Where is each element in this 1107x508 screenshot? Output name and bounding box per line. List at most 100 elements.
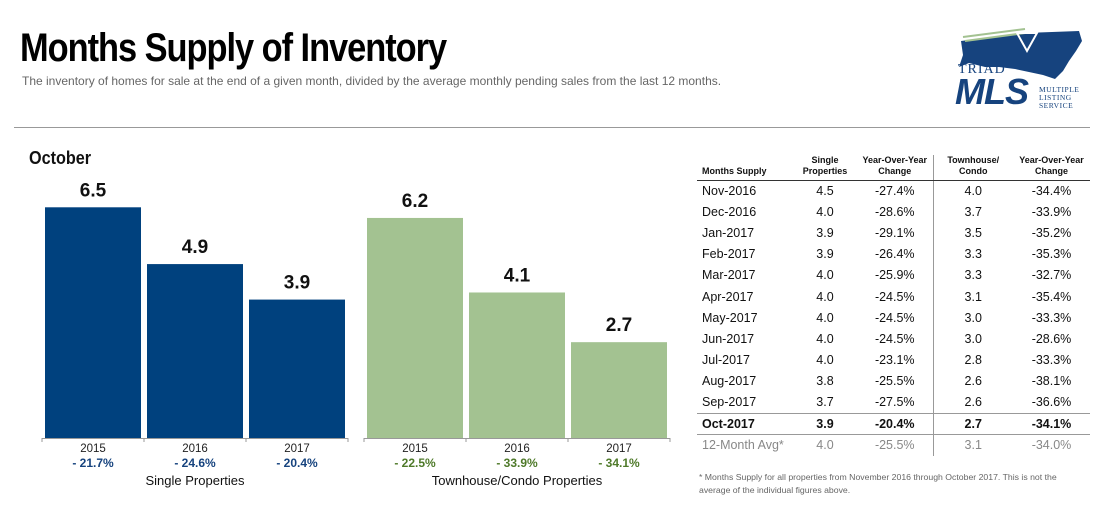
table-cell-townhouse: 3.0 <box>932 307 1013 329</box>
table-cell-month: Aug-2017 <box>702 374 757 389</box>
table-cell-townhouse: 4.0 <box>932 180 1013 202</box>
table-cell-single-yoy: -28.6% <box>874 204 915 219</box>
bar-0-1 <box>147 264 243 438</box>
logo-line-3: SERVICE <box>1039 101 1074 110</box>
bar-0-2 <box>249 299 345 438</box>
table-row: May-2017 4.0 -24.5% 3.0 -33.3% <box>697 307 1090 329</box>
table-cell-townhouse: 3.5 <box>932 222 1013 244</box>
table-cell-month: Apr-2017 <box>702 289 754 304</box>
table-cell-single: 4.0 <box>816 310 834 325</box>
header-months-supply: Months Supply <box>697 155 793 181</box>
table-cell-townhouse-yoy: -35.2% <box>1031 226 1072 241</box>
table-row: Apr-2017 4.0 -24.5% 3.1 -35.4% <box>697 286 1090 308</box>
table-cell-townhouse: 3.3 <box>932 264 1013 287</box>
table-cell-single: 3.7 <box>816 395 834 410</box>
months-supply-table: Months Supply Single Properties Year-Ove… <box>697 155 1090 456</box>
table-cell-single-yoy: -26.4% <box>874 247 915 262</box>
table-cell-month: Jun-2017 <box>702 332 755 346</box>
page-subtitle: The inventory of homes for sale at the e… <box>22 74 722 88</box>
bar-value-label: 4.1 <box>504 265 531 286</box>
table-row: Nov-2016 4.5 -27.4% 4.0 -34.4% <box>697 180 1090 202</box>
table-cell-single: 4.0 <box>816 332 834 346</box>
table-cell-townhouse-yoy: -34.1% <box>1013 412 1090 435</box>
table-cell-month: Jul-2017 <box>702 353 750 368</box>
table-cell-single-yoy: -27.4% <box>874 183 915 198</box>
table-row: Mar-2017 4.0 -25.9% 3.3 -32.7% <box>697 264 1090 287</box>
table-cell-townhouse: 3.0 <box>932 328 1013 350</box>
header-divider <box>14 127 1090 128</box>
table-cell-townhouse-yoy: -32.7% <box>1031 268 1072 283</box>
table-cell-single: 3.9 <box>816 247 834 262</box>
x-tick-label: 2015 <box>402 443 428 455</box>
logo-line-2: LISTING <box>1039 93 1072 102</box>
triad-mls-logo: TRIAD MLS MULTIPLE LISTING SERVICE <box>955 27 1085 112</box>
table-cell-townhouse: 3.3 <box>932 243 1013 265</box>
table-cell-single: 3.9 <box>816 226 834 241</box>
header-townhouse-condo: Townhouse/ Condo <box>932 155 1013 181</box>
table-cell-townhouse: 3.1 <box>932 286 1013 308</box>
table-row: Aug-2017 3.8 -25.5% 2.6 -38.1% <box>697 370 1090 392</box>
bar-value-label: 2.7 <box>606 315 632 336</box>
table-cell-townhouse: 2.7 <box>932 412 1013 435</box>
table-cell-month: Oct-2017 <box>697 412 793 435</box>
change-label: - 34.1% <box>598 456 640 470</box>
table-cell-month: Feb-2017 <box>702 247 756 262</box>
table-cell-single: 4.0 <box>816 353 834 368</box>
chart-title: October <box>29 148 92 168</box>
x-tick-label: 2017 <box>606 443 632 455</box>
table-cell-month: Sep-2017 <box>702 395 757 410</box>
table-row: Oct-2017 3.9 -20.4% 2.7 -34.1% <box>697 412 1090 435</box>
table-cell-single-yoy: -24.5% <box>874 289 915 304</box>
table-row: Jun-2017 4.0 -24.5% 3.0 -28.6% <box>697 328 1090 350</box>
table-cell-single-yoy: -25.5% <box>874 438 915 453</box>
table-row: Jan-2017 3.9 -29.1% 3.5 -35.2% <box>697 222 1090 244</box>
table-cell-single: 4.0 <box>816 289 834 304</box>
table-cell-townhouse-yoy: -34.4% <box>1031 183 1072 198</box>
group-label: Townhouse/Condo Properties <box>432 473 603 488</box>
table-cell-single-yoy: -23.1% <box>874 353 915 368</box>
table-cell-month: Mar-2017 <box>702 268 756 283</box>
x-tick-label: 2016 <box>504 443 530 455</box>
table-cell-single-yoy: -27.5% <box>874 395 915 410</box>
logo-triad-text: TRIAD <box>958 62 1006 77</box>
table-cell-single: 3.9 <box>793 412 857 435</box>
change-label: - 21.7% <box>72 456 114 470</box>
bar-1-1 <box>469 292 565 438</box>
header-single-yoy: Year-Over-Year Change <box>857 155 933 181</box>
bar-value-label: 4.9 <box>182 237 208 258</box>
table-cell-month: May-2017 <box>702 310 758 325</box>
bar-value-label: 6.5 <box>80 180 107 201</box>
table-cell-single: 3.8 <box>816 374 834 389</box>
table-cell-single-yoy: -25.5% <box>874 374 915 389</box>
bar-value-label: 6.2 <box>402 191 428 212</box>
table-row: Jul-2017 4.0 -23.1% 2.8 -33.3% <box>697 349 1090 371</box>
header-single-properties: Single Properties <box>793 155 857 181</box>
table-cell-townhouse: 2.6 <box>932 391 1013 414</box>
table-cell-townhouse: 3.1 <box>932 434 1013 456</box>
table-avg-row: 12-Month Avg* 4.0 -25.5% 3.1 -34.0% <box>697 434 1090 456</box>
table-cell-townhouse-yoy: -36.6% <box>1031 395 1072 410</box>
table-cell-single-yoy: -24.5% <box>874 310 915 325</box>
table-cell-townhouse-yoy: -33.3% <box>1031 353 1072 368</box>
table-cell-single: 4.0 <box>816 268 834 283</box>
table-row: Feb-2017 3.9 -26.4% 3.3 -35.3% <box>697 243 1090 265</box>
table-cell-townhouse-yoy: -33.3% <box>1031 310 1072 325</box>
table-cell-townhouse: 2.6 <box>932 370 1013 392</box>
table-cell-single-yoy: -29.1% <box>874 226 915 241</box>
table-cell-townhouse-yoy: -35.3% <box>1031 247 1072 262</box>
table-cell-townhouse-yoy: -38.1% <box>1031 374 1072 389</box>
table-cell-month: 12-Month Avg* <box>702 438 784 453</box>
change-label: - 20.4% <box>276 456 318 470</box>
bar-value-label: 3.9 <box>284 273 310 294</box>
table-cell-townhouse-yoy: -33.9% <box>1031 204 1072 219</box>
page-title: Months Supply of Inventory <box>20 26 447 70</box>
change-label: - 24.6% <box>174 456 216 470</box>
header-townhouse-yoy: Year-Over-Year Change <box>1013 155 1090 181</box>
table-cell-month: Jan-2017 <box>702 226 755 241</box>
table-row: Dec-2016 4.0 -28.6% 3.7 -33.9% <box>697 201 1090 223</box>
table-cell-single: 4.0 <box>816 438 834 453</box>
table-cell-townhouse-yoy: -28.6% <box>1031 332 1072 346</box>
table-header-row: Months Supply Single Properties Year-Ove… <box>697 155 1090 181</box>
x-tick-label: 2015 <box>80 443 106 455</box>
bar-1-2 <box>571 342 667 438</box>
